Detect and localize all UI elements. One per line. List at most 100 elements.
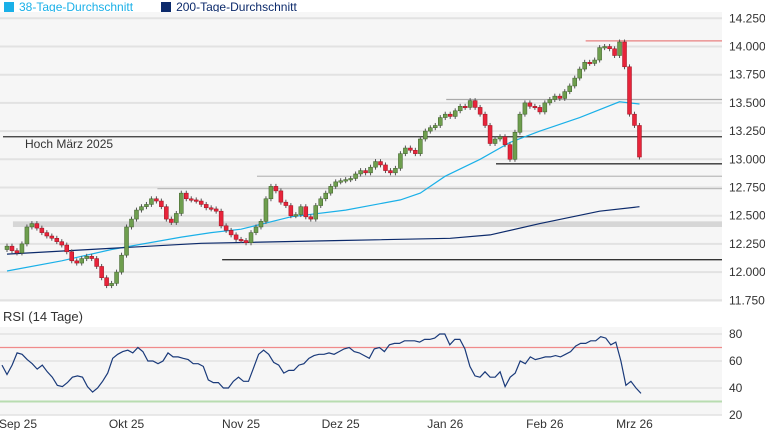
price-y-tick-label: 12.000: [729, 265, 765, 279]
candle-up: [522, 102, 528, 115]
price-y-tick-label: 13.250: [729, 124, 765, 138]
candle-up: [547, 99, 553, 104]
rsi-y-tick-label: 60: [729, 354, 743, 368]
candle-down: [462, 106, 468, 109]
candle-down: [587, 62, 592, 65]
candle-up: [293, 214, 299, 217]
candle-up: [597, 47, 602, 61]
rsi-series-line: [1, 333, 642, 394]
candle-up: [144, 204, 149, 207]
candle-up: [572, 77, 577, 87]
candle-up: [298, 206, 304, 215]
candle-down: [482, 113, 488, 126]
candle-down: [34, 223, 40, 229]
candle-up: [517, 113, 523, 133]
candle-up: [577, 68, 582, 79]
candle-up: [139, 206, 144, 211]
candle-up: [84, 256, 89, 259]
candle-down: [283, 201, 289, 206]
candle-up: [313, 205, 319, 220]
legend: 38-Tage-Durchschnitt 200-Tage-Durchschni…: [4, 0, 297, 14]
candle-up: [19, 243, 25, 254]
price-plot-area: [0, 12, 722, 302]
candle-up: [492, 138, 498, 144]
candle-up: [353, 173, 358, 179]
rsi-plot-area: [0, 327, 722, 416]
price-y-tick-label: 14.250: [729, 11, 765, 25]
price-y-tick-label: 11.750: [729, 293, 765, 307]
candle-up: [497, 136, 503, 140]
candle-down: [408, 147, 413, 151]
candle-down: [164, 206, 169, 220]
candle-down: [44, 232, 50, 237]
x-axis: Sep 25 Okt 25 Nov 25 Dez 25 Jan 26 Feb 26 Mrz …: [0, 417, 653, 430]
rsi-y-tick-label: 20: [729, 408, 743, 422]
candle-down: [557, 95, 563, 99]
price-y-tick-label: 14.000: [729, 40, 765, 54]
candle-up: [433, 125, 438, 128]
x-tick-label: Jan 26: [427, 417, 463, 430]
price-grid: [0, 17, 722, 302]
candle-down: [487, 125, 493, 144]
legend-swatch-38: [4, 2, 14, 12]
candle-down: [189, 198, 194, 201]
price-y-tick-label: 12.250: [729, 237, 765, 251]
legend-label-200: 200-Tage-Durchschnitt: [176, 0, 297, 14]
candle-up: [592, 59, 597, 64]
candle-down: [39, 227, 45, 233]
candle-up: [253, 226, 259, 233]
x-tick-label: Okt 25: [109, 417, 145, 430]
candle-down: [238, 239, 244, 242]
candle-down: [59, 241, 65, 246]
rsi-y-tick-label: 80: [729, 327, 743, 341]
candle-down: [49, 235, 55, 239]
candle-up: [119, 254, 124, 273]
price-y-tick-label: 13.500: [729, 96, 765, 110]
price-y-tick-label: 12.750: [729, 181, 765, 195]
candle-down: [228, 230, 234, 236]
candle-down: [507, 144, 513, 160]
candle-down: [243, 240, 249, 244]
candle-up: [602, 46, 607, 49]
candle-down: [208, 207, 214, 210]
candle-down: [637, 125, 642, 158]
candle-down: [89, 256, 94, 259]
candle-up: [428, 127, 433, 132]
candle-down: [213, 208, 219, 212]
candle-down: [288, 205, 294, 216]
candle-up: [542, 102, 548, 113]
candle-up: [318, 198, 323, 206]
candle-down: [622, 41, 627, 68]
candle-down: [413, 150, 418, 154]
support-zone: [12, 221, 722, 227]
legend-item-200[interactable]: 200-Tage-Durchschnitt: [161, 0, 297, 14]
candle-down: [447, 113, 453, 117]
candle-down: [472, 100, 478, 108]
legend-item-38[interactable]: 38-Tage-Durchschnitt: [4, 0, 133, 14]
candles: [4, 39, 642, 289]
candle-down: [54, 238, 60, 242]
candle-up: [179, 192, 184, 214]
candle-up: [129, 218, 134, 228]
x-tick-label: Mrz 26: [616, 417, 653, 430]
candle-down: [632, 113, 637, 126]
candle-up: [24, 226, 30, 245]
candle-down: [203, 204, 209, 209]
candle-up: [438, 117, 443, 126]
candle-up: [617, 41, 622, 56]
candle-up: [418, 138, 423, 154]
candle-down: [383, 164, 388, 171]
candle-down: [99, 266, 104, 278]
candle-down: [169, 218, 174, 223]
candle-down: [64, 244, 70, 253]
candle-up: [328, 186, 333, 194]
candle-up: [552, 95, 558, 100]
price-y-tick-label: 12.500: [729, 209, 765, 223]
candle-up: [174, 213, 179, 223]
candle-up: [343, 179, 348, 182]
candle-down: [363, 170, 368, 174]
candle-up: [333, 181, 338, 187]
candle-up: [358, 170, 363, 175]
ma-line-200: [6, 206, 640, 255]
candle-up: [398, 153, 403, 169]
